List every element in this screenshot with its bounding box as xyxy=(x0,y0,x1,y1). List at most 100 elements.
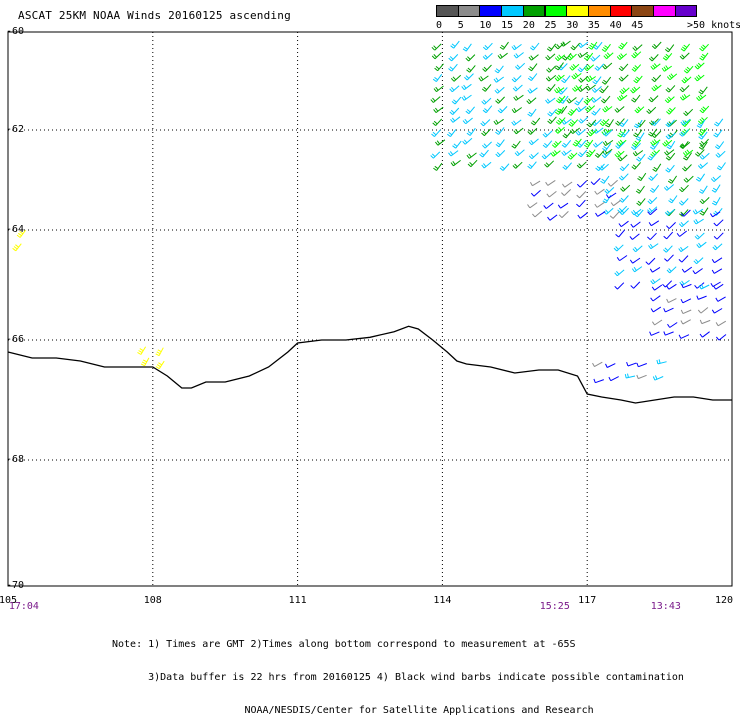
legend-swatch xyxy=(609,5,633,17)
wind-barb xyxy=(601,128,612,136)
wind-barb xyxy=(713,207,723,216)
wind-barb xyxy=(668,195,678,204)
wind-barb xyxy=(633,129,643,138)
wind-barb xyxy=(562,130,572,139)
wind-barb xyxy=(511,44,522,51)
longitude-tick-label: 105 xyxy=(0,595,18,606)
wind-barb xyxy=(450,40,460,49)
legend-label: 0 xyxy=(436,20,443,31)
wind-barb xyxy=(618,41,628,50)
wind-barb xyxy=(554,62,564,71)
wind-barb xyxy=(680,309,692,315)
wind-barb xyxy=(529,42,540,51)
wind-barb xyxy=(665,132,676,140)
wind-barb xyxy=(618,173,629,181)
wind-barb xyxy=(567,152,578,160)
wind-barb xyxy=(561,189,572,196)
wind-barb xyxy=(693,218,704,225)
wind-barb xyxy=(430,151,441,159)
wind-barb xyxy=(683,108,694,116)
wind-barb xyxy=(664,149,675,156)
wind-barb xyxy=(577,212,588,219)
wind-barb xyxy=(528,63,538,72)
legend-swatch xyxy=(522,5,546,17)
wind-barb xyxy=(528,152,539,160)
wind-barb xyxy=(449,107,460,115)
wind-barb xyxy=(649,266,661,273)
wind-speed-legend: 0 5 10 15 20 25 30 35 40 45 xyxy=(0,0,740,40)
wind-barb xyxy=(545,179,556,186)
wind-barb xyxy=(650,63,661,70)
wind-barb xyxy=(680,128,691,136)
wind-barb xyxy=(710,175,722,182)
wind-barb xyxy=(698,185,708,194)
wind-barb xyxy=(527,127,538,135)
wind-barb xyxy=(635,185,645,194)
wind-barb xyxy=(676,230,688,237)
legend-label: 5 xyxy=(457,20,464,31)
wind-barb xyxy=(447,129,457,137)
wind-barb xyxy=(567,108,578,116)
wind-barb xyxy=(683,65,694,74)
antarctic-coastline xyxy=(7,325,732,404)
map-title: ASCAT 25KM NOAA Winds 20160125 ascending xyxy=(18,9,291,22)
wind-barb xyxy=(554,54,566,62)
wind-barb xyxy=(481,128,491,137)
wind-barb xyxy=(698,284,710,290)
wind-barb xyxy=(695,173,706,182)
wind-barb xyxy=(545,97,556,104)
wind-barb xyxy=(696,94,707,101)
wind-barb xyxy=(155,347,164,357)
wind-barb xyxy=(495,96,505,104)
wind-barb xyxy=(650,149,660,157)
wind-barb xyxy=(646,106,657,114)
wind-barb xyxy=(599,118,610,127)
wind-barb xyxy=(591,107,601,116)
wind-barb xyxy=(680,319,691,325)
wind-barb xyxy=(602,139,614,147)
legend-label: 30 xyxy=(566,20,579,31)
wind-barb xyxy=(629,257,641,264)
wind-barb xyxy=(571,72,582,80)
wind-barb xyxy=(616,255,628,262)
wind-barb xyxy=(618,74,629,82)
wind-barb xyxy=(650,306,662,313)
wind-barb xyxy=(651,74,662,83)
wind-barb xyxy=(511,75,522,83)
wind-barb xyxy=(713,283,724,290)
wind-barb xyxy=(624,373,636,379)
wind-barb xyxy=(558,211,569,219)
wind-barb xyxy=(547,116,557,124)
wind-barb xyxy=(499,163,510,171)
latitude-tick-label: -60 xyxy=(6,26,25,37)
wind-barb xyxy=(631,142,641,151)
wind-barb xyxy=(697,307,709,314)
wind-barb xyxy=(648,173,658,181)
wind-barb xyxy=(561,139,572,148)
wind-barb xyxy=(666,73,678,81)
wind-barb xyxy=(481,161,492,169)
wind-barb xyxy=(562,162,572,170)
wind-barb xyxy=(481,97,492,105)
wind-barb xyxy=(599,85,609,94)
wind-barb xyxy=(648,95,659,103)
wind-barb xyxy=(634,106,645,114)
wind-barb xyxy=(713,232,724,240)
wind-barb xyxy=(678,255,689,263)
wind-barb xyxy=(665,119,675,128)
wind-barb xyxy=(664,96,675,104)
wind-barb xyxy=(620,184,631,192)
wind-barb xyxy=(602,62,613,70)
wind-barb xyxy=(431,129,441,137)
latitude-tick-label: -66 xyxy=(6,334,25,345)
wind-barb xyxy=(663,245,673,253)
wind-barb xyxy=(698,127,708,136)
wind-barb xyxy=(574,97,584,106)
wind-barb xyxy=(527,87,538,94)
wind-barb xyxy=(665,152,676,161)
longitude-tick-label: 111 xyxy=(288,595,307,606)
wind-barb xyxy=(699,105,710,114)
wind-barb xyxy=(666,298,677,304)
wind-barb xyxy=(576,199,586,208)
wind-barb xyxy=(466,127,476,136)
